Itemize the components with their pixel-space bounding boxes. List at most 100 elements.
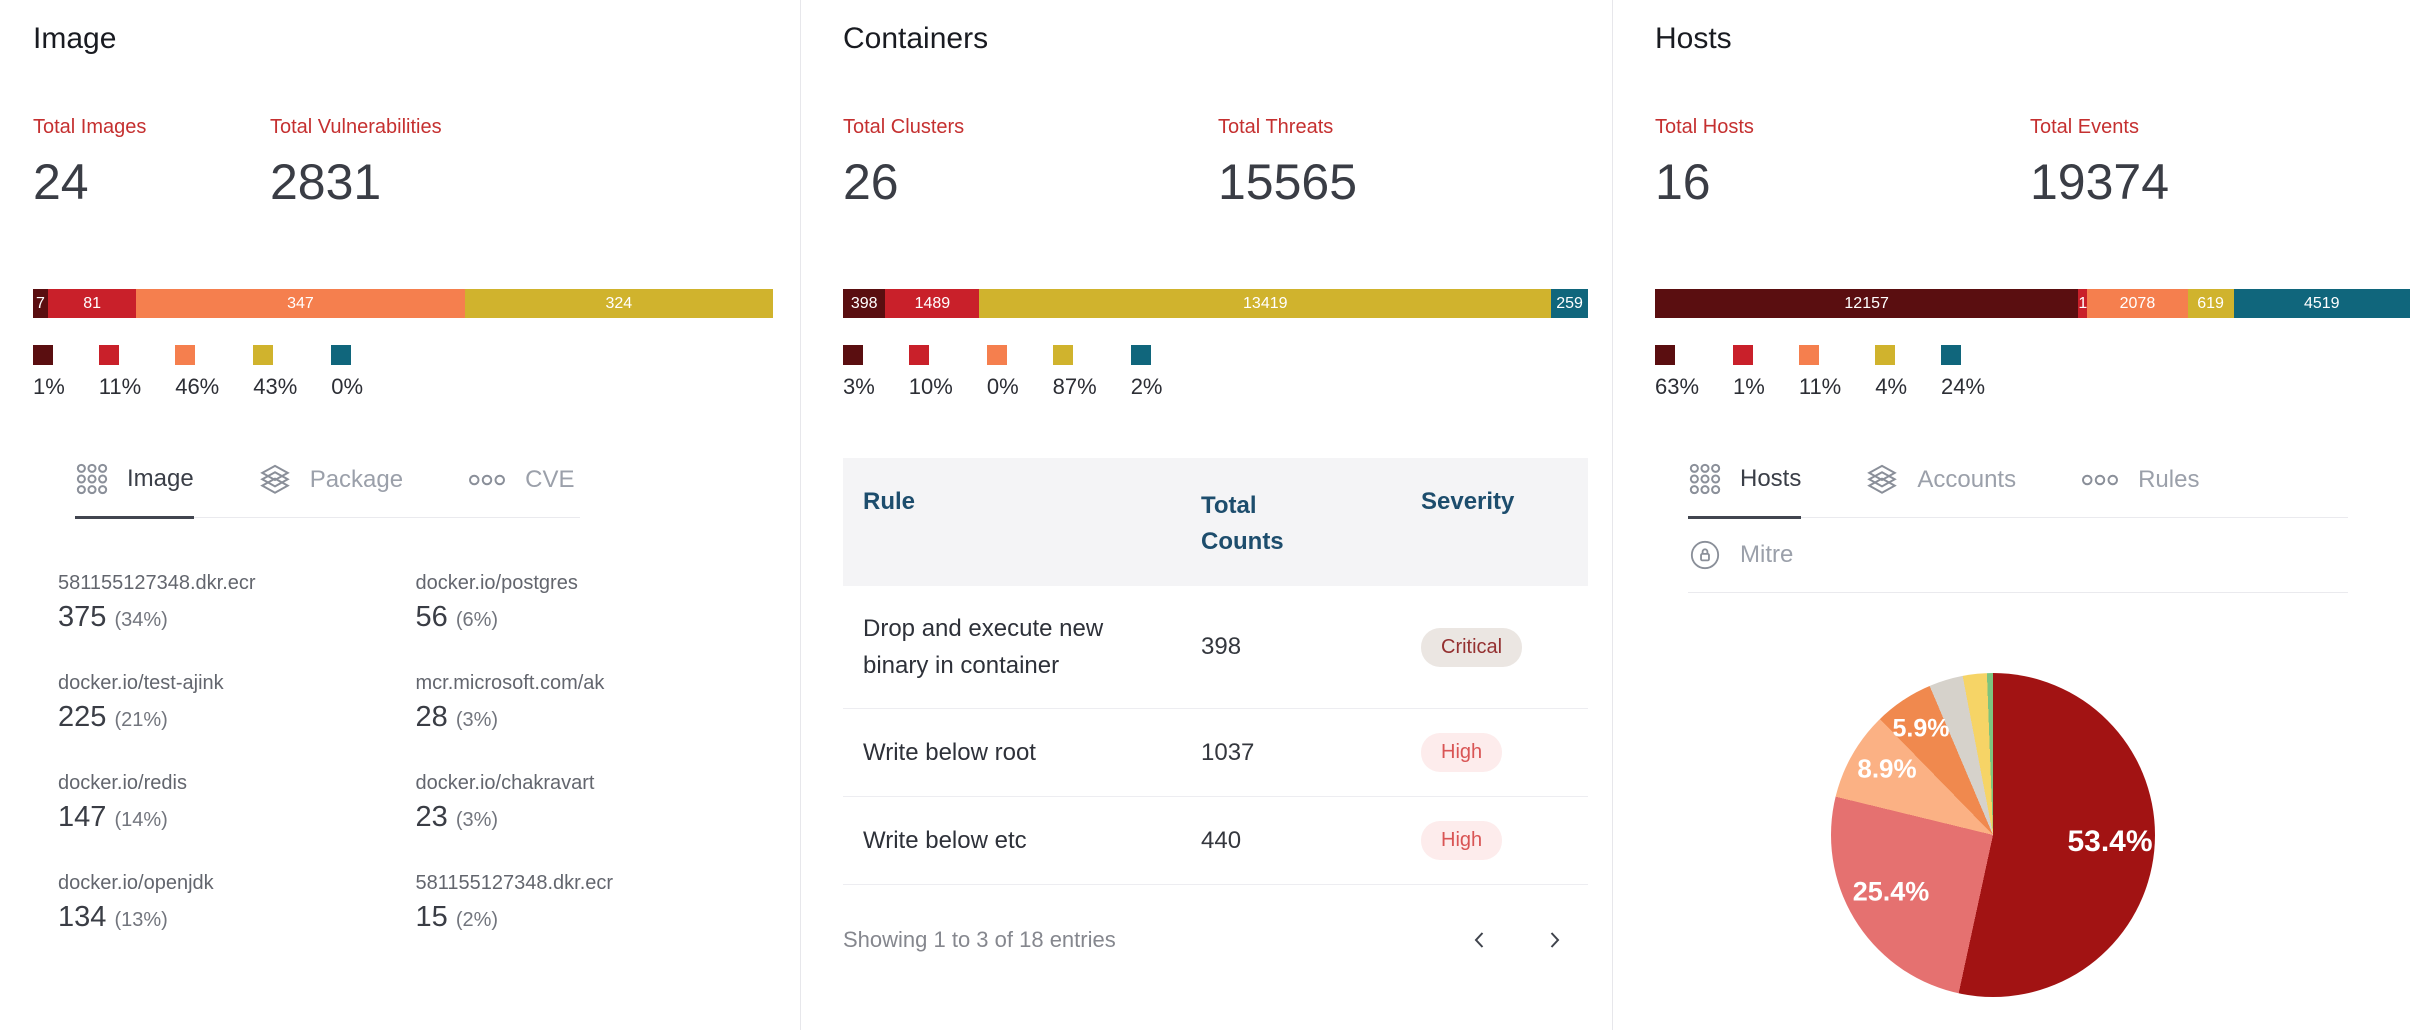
chevron-left-icon[interactable]	[1468, 928, 1492, 952]
legend-swatch	[1733, 345, 1754, 365]
legend-item: 11%	[98, 345, 141, 400]
legend-swatch	[843, 345, 863, 365]
tab-label: Package	[309, 465, 404, 493]
stat-label: Total Events	[2030, 116, 2139, 138]
stat-value: 15565	[1218, 154, 1358, 210]
legend-swatch	[253, 345, 274, 365]
list-item: docker.io/chakravart 23 (3%)	[415, 772, 595, 833]
tab-accounts[interactable]: Accounts	[1865, 462, 2016, 517]
tab-mitre[interactable]: Mitre	[1688, 538, 1793, 592]
legend-item: 2%	[1130, 345, 1162, 400]
legend-swatch	[331, 345, 352, 365]
legend-swatch	[98, 345, 119, 365]
stat-value: 24	[33, 154, 89, 210]
list-item: docker.io/test-ajink 225 (21%)	[58, 672, 224, 733]
severity-badge: High	[1421, 733, 1503, 773]
pie-slice-label: 5.9%	[1892, 714, 1950, 743]
legend-item: 3%	[843, 345, 875, 400]
tab-package[interactable]: Package	[258, 462, 403, 517]
containers-panel-title: Containers	[843, 22, 989, 55]
stat-total-events: Total Events 19374	[2030, 116, 2410, 211]
list-item: docker.io/redis 147 (14%)	[58, 772, 187, 833]
stat-value: 2831	[270, 154, 382, 210]
containers-panel: Containers Total Clusters 26 Total Threa…	[800, 0, 1612, 1030]
stat-value: 16	[1655, 154, 1711, 210]
list-item: mcr.microsoft.com/ak 28 (3%)	[415, 672, 605, 733]
hosts-severity-bar: 12157 1 2078 619 4519	[1655, 289, 2410, 318]
lock-icon	[1688, 538, 1722, 572]
legend-swatch	[1052, 345, 1073, 365]
legend-item: 63%	[1655, 345, 1699, 400]
legend-item: 87%	[1052, 345, 1097, 400]
severity-badge: Critical	[1421, 627, 1523, 667]
tab-hosts[interactable]: Hosts	[1688, 462, 1802, 519]
table-row: Write below root 1037 High	[843, 709, 1588, 798]
stat-label: Total Hosts	[1655, 116, 1754, 138]
legend-swatch	[986, 345, 1007, 365]
stat-total-hosts: Total Hosts 16	[1655, 116, 2030, 211]
tab-rules[interactable]: Rules	[2080, 462, 2199, 517]
dots-icon	[2080, 463, 2120, 497]
stat-value: 19374	[2030, 154, 2170, 210]
legend-item: 43%	[253, 345, 297, 400]
stat-total-vulnerabilities: Total Vulnerabilities 2831	[270, 116, 773, 211]
image-tab-bar: Image Package CVE	[75, 462, 580, 519]
column-header-total-counts: Total Counts	[1201, 492, 1284, 555]
list-item: docker.io/openjdk 134 (13%)	[58, 872, 214, 933]
tab-label: Rules	[2138, 465, 2200, 493]
hosts-stats: Total Hosts 16 Total Events 19374	[1655, 116, 2410, 211]
legend-swatch	[1130, 345, 1151, 365]
legend-item: 24%	[1941, 345, 1985, 400]
tab-cve[interactable]: CVE	[467, 462, 574, 517]
legend-swatch	[1655, 345, 1675, 365]
table-row: Drop and execute new binary in container…	[843, 586, 1588, 710]
hosts-panel: Hosts Total Hosts 16 Total Events 19374 …	[1612, 0, 2416, 1030]
pagination	[1468, 928, 1566, 952]
image-severity-bar: 7 81 347 324	[33, 289, 773, 318]
tab-label: CVE	[525, 465, 575, 493]
image-stats: Total Images 24 Total Vulnerabilities 28…	[33, 116, 773, 211]
containers-stats: Total Clusters 26 Total Threats 15565	[843, 116, 1588, 211]
pie-slice-label: 8.9%	[1857, 753, 1917, 784]
layers-icon	[258, 463, 292, 497]
pie-slice-label: 53.4%	[2067, 825, 2153, 858]
tab-image[interactable]: Image	[75, 462, 194, 519]
legend-item: 1%	[1733, 345, 1765, 400]
legend-item: 46%	[175, 345, 219, 400]
table-footer: Showing 1 to 3 of 18 entries	[843, 885, 1588, 953]
table-header: Rule Total Counts Severity	[843, 458, 1588, 586]
tab-label: Accounts	[1917, 465, 2017, 493]
dots-icon	[467, 463, 507, 497]
stat-label: Total Clusters	[843, 116, 965, 138]
legend-item: 10%	[908, 345, 953, 400]
containers-severity-legend: 3% 10% 0% 87% 2%	[843, 345, 1588, 400]
rules-table: Rule Total Counts Severity Drop and exec…	[843, 458, 1588, 953]
legend-swatch	[908, 345, 929, 365]
tab-label: Image	[127, 465, 194, 492]
legend-swatch	[1798, 345, 1819, 365]
pie	[1831, 673, 2155, 997]
hosts-pie-chart: 53.4% 25.4% 8.9% 5.9%	[1831, 673, 2155, 997]
image-panel: Image Total Images 24 Total Vulnerabilit…	[0, 0, 800, 1030]
hosts-tab-bar-row2: Mitre	[1688, 518, 2348, 593]
legend-swatch	[33, 345, 53, 365]
legend-item: 1%	[33, 345, 65, 400]
hosts-panel-title: Hosts	[1655, 22, 1732, 55]
hosts-tab-bar: Hosts Accounts Rules	[1688, 462, 2348, 519]
image-severity-legend: 1% 11% 46% 43% 0%	[33, 345, 773, 400]
tab-label: Mitre	[1740, 541, 1794, 568]
legend-item: 11%	[1798, 345, 1841, 400]
grid-icon	[1688, 462, 1722, 496]
hosts-severity-legend: 63% 1% 11% 4% 24%	[1655, 345, 2410, 400]
stat-total-clusters: Total Clusters 26	[843, 116, 1218, 211]
severity-badge: High	[1421, 821, 1503, 861]
stat-total-threats: Total Threats 15565	[1218, 116, 1588, 211]
legend-swatch	[1941, 345, 1962, 365]
pie-slice-label: 25.4%	[1852, 876, 1930, 907]
chevron-right-icon[interactable]	[1542, 928, 1566, 952]
stat-label: Total Threats	[1218, 116, 1334, 138]
image-panel-title: Image	[33, 22, 117, 55]
list-item: 581155127348.dkr.ecr 15 (2%)	[415, 872, 614, 933]
list-item: 581155127348.dkr.ecr 375 (34%)	[58, 572, 256, 633]
stat-total-images: Total Images 24	[33, 116, 270, 211]
